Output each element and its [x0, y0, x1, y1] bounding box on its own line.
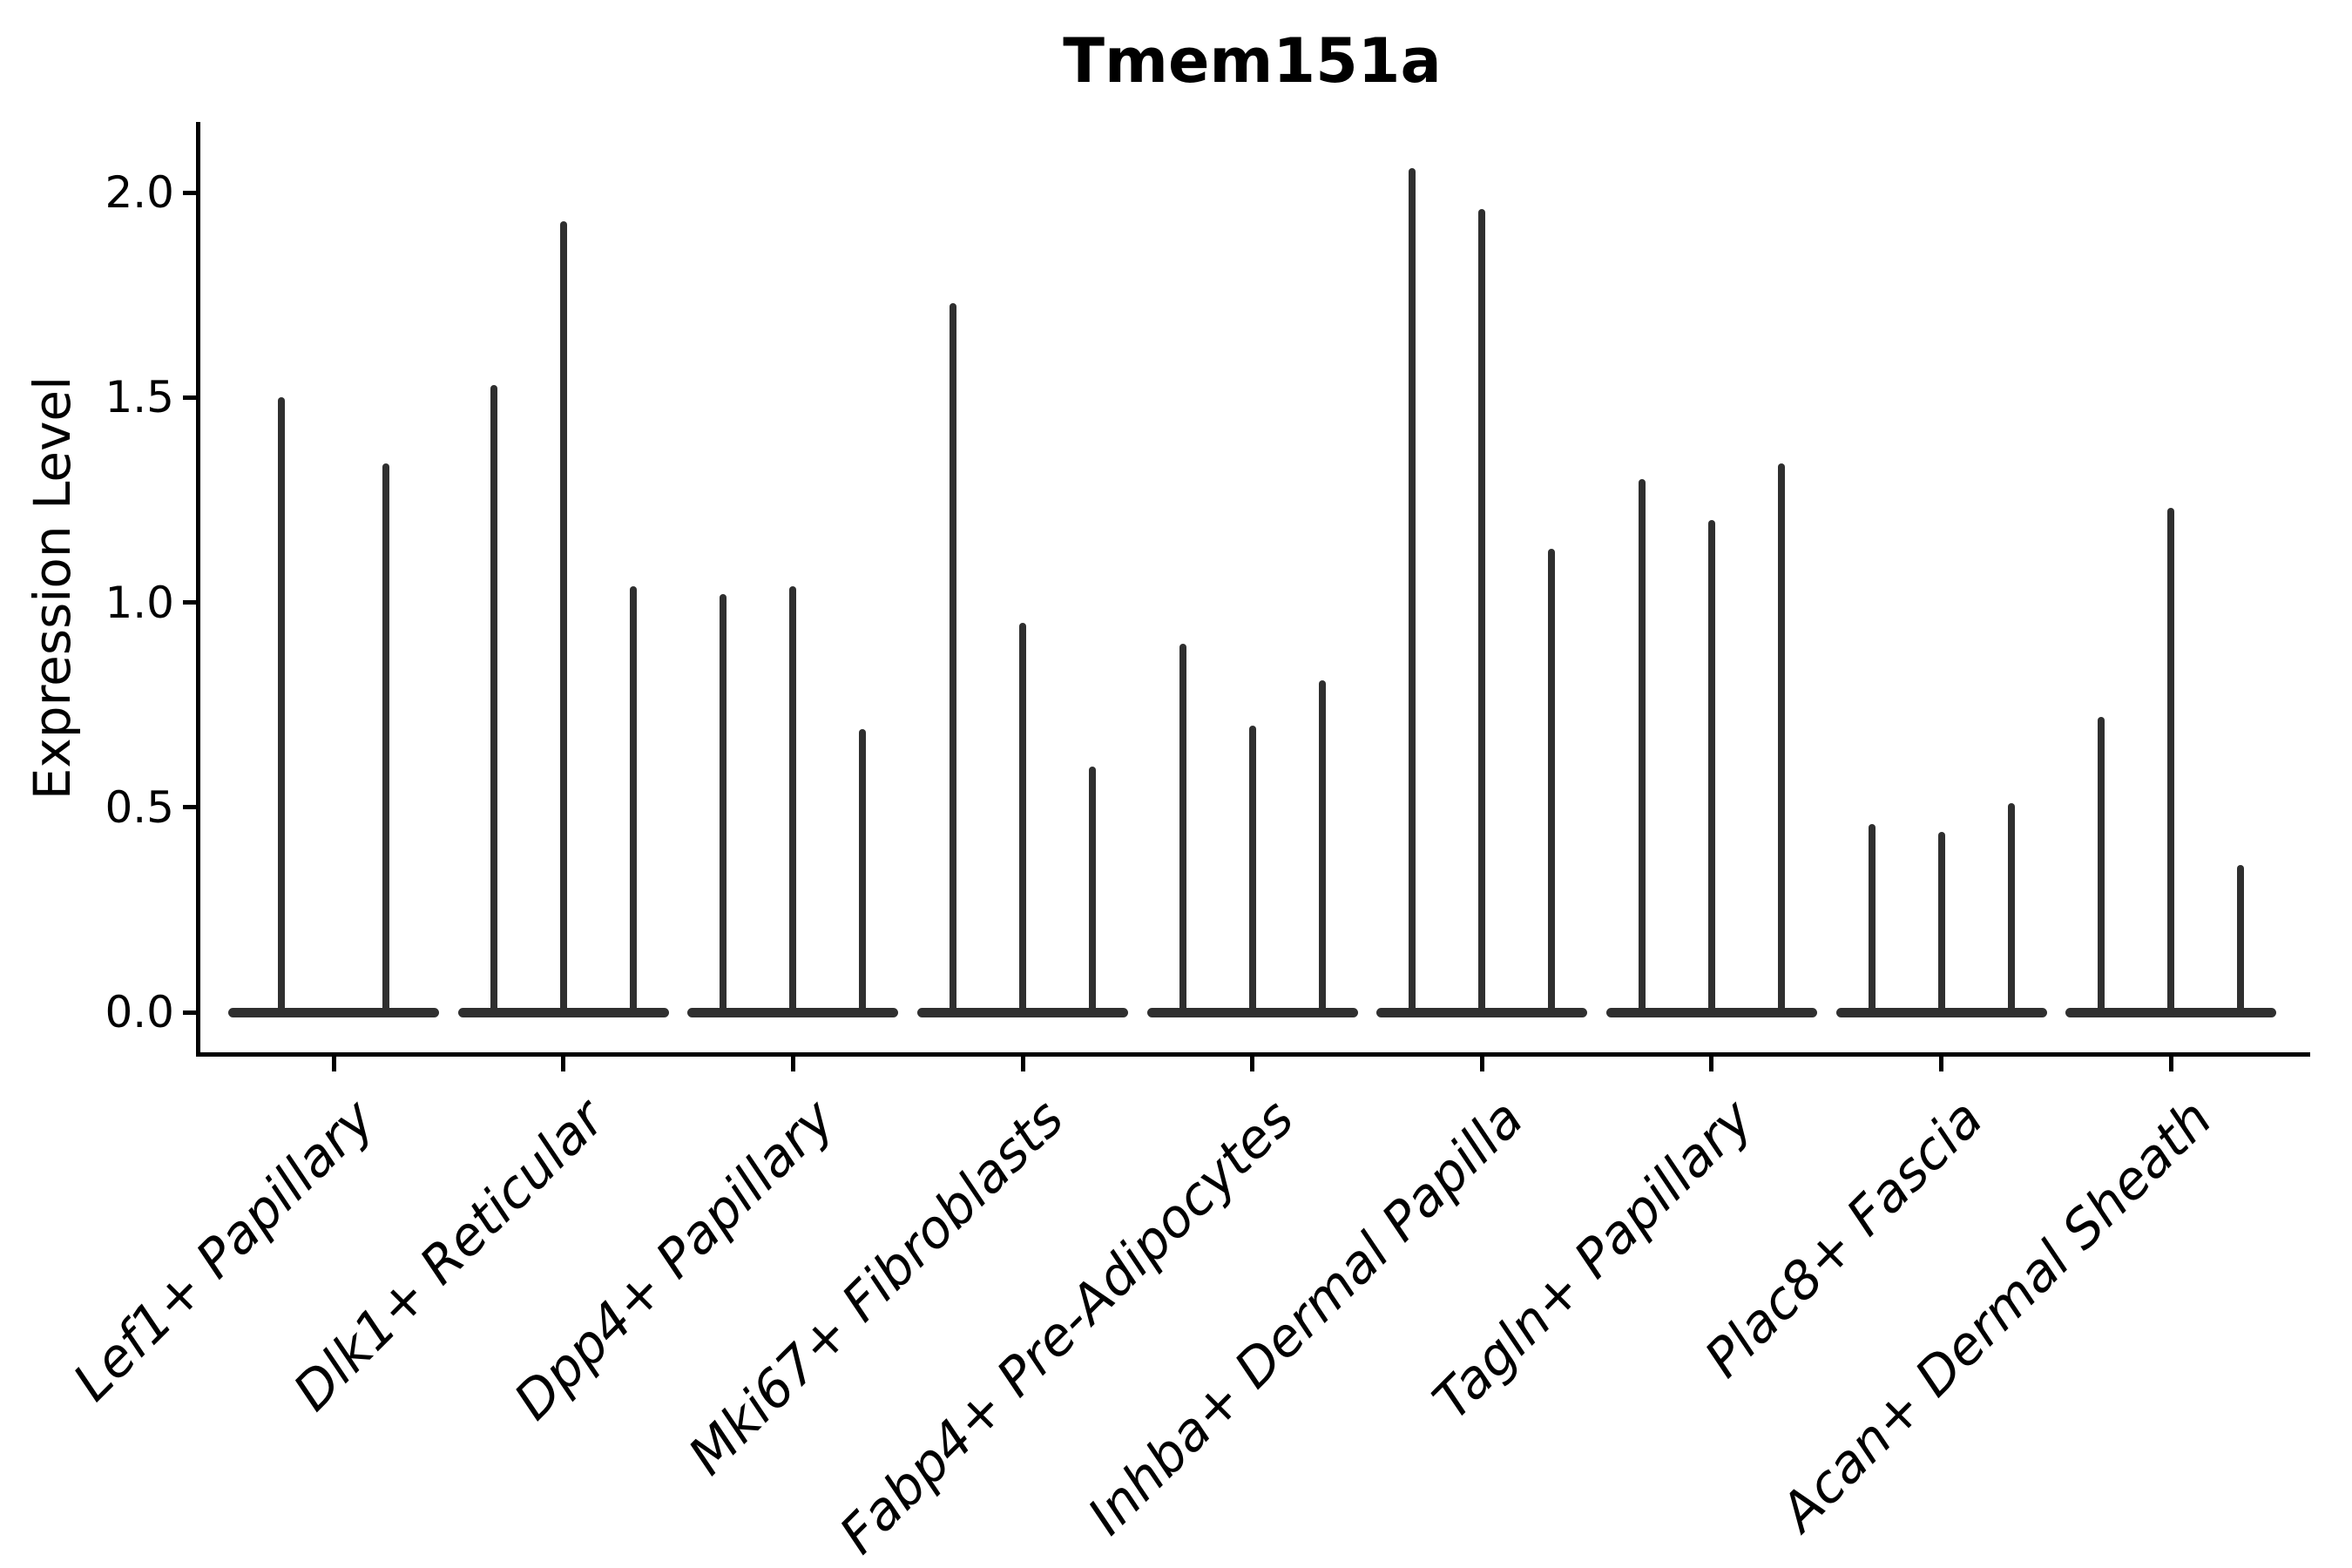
- violin-spike: [559, 220, 567, 1015]
- violin-spike: [382, 463, 390, 1015]
- violin-spike: [490, 385, 497, 1015]
- y-tick-mark: [183, 1010, 196, 1015]
- x-tick-mark: [1020, 1057, 1025, 1071]
- violin-spike: [1707, 520, 1715, 1015]
- violin-spike: [1318, 679, 1326, 1015]
- x-tick-mark: [1709, 1057, 1714, 1071]
- violin-spike: [1248, 725, 1256, 1015]
- violin-spike: [2167, 508, 2175, 1015]
- violin-spike: [1777, 463, 1785, 1015]
- y-tick-label: 0.0: [105, 987, 174, 1037]
- violin-spike: [1019, 623, 1027, 1015]
- violin-spike: [2098, 717, 2105, 1015]
- x-tick-label: Fabp4+ Pre-Adipocytes: [828, 1088, 1306, 1566]
- x-tick-mark: [1250, 1057, 1255, 1071]
- violin-spike: [789, 585, 797, 1015]
- y-axis-spine: [196, 122, 200, 1057]
- x-tick-mark: [1939, 1057, 1944, 1071]
- chart-title: Tmem151a: [1063, 25, 1442, 97]
- x-tick-mark: [1479, 1057, 1484, 1071]
- violin-spike: [1548, 549, 1556, 1015]
- x-tick-mark: [331, 1057, 336, 1071]
- violin-spike: [1937, 831, 1945, 1015]
- y-tick-mark: [183, 190, 196, 195]
- x-axis-spine: [196, 1052, 2310, 1057]
- x-tick-label: Acan+ Dermal Sheath: [1768, 1088, 2224, 1544]
- violin-baseline: [228, 1007, 440, 1017]
- violin-spike: [278, 397, 286, 1015]
- violin-spike: [859, 729, 867, 1015]
- violin-spike: [1868, 823, 1876, 1015]
- violin-spike: [1179, 643, 1186, 1015]
- x-tick-mark: [2168, 1057, 2173, 1071]
- y-tick-mark: [183, 805, 196, 810]
- violin-spike: [629, 585, 637, 1015]
- violin-spike: [2007, 803, 2015, 1015]
- violin-spike: [1478, 208, 1486, 1015]
- violin-spike: [1089, 766, 1097, 1015]
- x-tick-mark: [561, 1057, 566, 1071]
- x-tick-label: Inhba+ Dermal Papilla: [1076, 1088, 1536, 1547]
- violin-spike: [1409, 167, 1416, 1015]
- violin-spike: [2237, 864, 2245, 1015]
- y-tick-label: 1.0: [105, 577, 174, 628]
- violin-spike: [950, 303, 957, 1015]
- y-tick-label: 1.5: [105, 372, 174, 423]
- y-tick-mark: [183, 600, 196, 605]
- violin-spike: [720, 594, 727, 1015]
- y-tick-mark: [183, 395, 196, 400]
- x-tick-label: Mki67+ Fibroblasts: [677, 1088, 1076, 1487]
- y-tick-label: 0.5: [105, 781, 174, 833]
- x-tick-mark: [790, 1057, 795, 1071]
- violin-spike: [1638, 479, 1646, 1015]
- y-tick-label: 2.0: [105, 167, 174, 218]
